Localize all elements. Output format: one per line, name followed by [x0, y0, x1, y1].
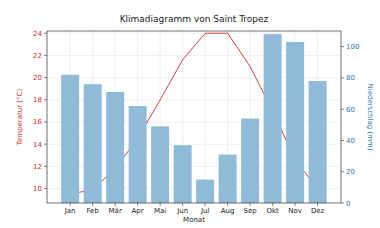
x-tick-label: Okt: [266, 207, 279, 215]
y-tick: [44, 55, 47, 56]
x-tick: [272, 203, 273, 206]
x-tick-label: Mai: [154, 207, 166, 215]
x-tick-label: Jun: [176, 207, 188, 215]
y2-tick: [341, 203, 344, 204]
y-tick-label: 22: [33, 52, 42, 60]
grid-line: [205, 31, 206, 203]
y-tick: [44, 77, 47, 78]
y2-axis-label: Niederschlag (mm): [366, 83, 374, 150]
precipitation-bar: [196, 180, 214, 203]
y-tick-label: 20: [33, 74, 42, 82]
y2-tick-label: 100: [346, 43, 359, 51]
y2-tick-label: 80: [346, 74, 355, 82]
y-tick: [44, 144, 47, 145]
x-tick-label: Jul: [200, 207, 210, 215]
precipitation-bar: [151, 126, 169, 203]
x-tick: [70, 203, 71, 206]
x-tick-label: Sep: [244, 207, 258, 215]
y-tick-label: 10: [33, 185, 42, 193]
chart: 10 12 14 16 18 20 22 24 0 20 40 60 80 100 Jan Feb Mär Apr…: [0, 0, 380, 228]
y2-tick-label: 20: [346, 168, 355, 176]
y2-tick-label: 40: [346, 137, 355, 145]
x-tick-label: Apr: [132, 207, 144, 215]
x-tick: [317, 203, 318, 206]
x-axis-label: Monat: [183, 216, 205, 224]
x-tick: [295, 203, 296, 206]
y-tick-label: 14: [33, 141, 42, 149]
precipitation-bar: [264, 34, 282, 203]
x-tick: [205, 203, 206, 206]
x-tick: [160, 203, 161, 206]
title: Klimadiagramm von Saint Tropez: [120, 14, 269, 24]
x-tick-label: Jan: [64, 207, 76, 215]
x-tick: [115, 203, 116, 206]
precipitation-bar: [309, 81, 327, 203]
x-tick: [250, 203, 251, 206]
y-axis-label: Temperatur (°C): [16, 89, 24, 147]
x-tick-label: Dez: [311, 207, 325, 215]
x-tick-label: Mär: [109, 207, 122, 215]
precipitation-bar: [219, 155, 237, 203]
x-tick-label: Aug: [221, 207, 235, 215]
y-tick-label: 12: [33, 163, 42, 171]
precipitation-bar: [174, 145, 192, 203]
y2-tick-label: 0: [346, 200, 350, 208]
precipitation-bar: [84, 84, 102, 203]
y2-tick: [341, 46, 344, 47]
x-tick: [227, 203, 228, 206]
y2-tick: [341, 140, 344, 141]
y-tick: [44, 188, 47, 189]
y-tick: [44, 99, 47, 100]
grid-line: [47, 33, 341, 34]
plot-area: [61, 33, 326, 203]
precipitation-bar: [286, 42, 304, 203]
x-tick: [92, 203, 93, 206]
y-tick: [44, 166, 47, 167]
x-tick-label: Feb: [86, 207, 99, 215]
precipitation-bar: [241, 119, 259, 203]
x-tick: [137, 203, 138, 206]
precipitation-bar: [129, 106, 147, 203]
y2-tick: [341, 109, 344, 110]
precipitation-bar: [61, 75, 79, 203]
x-tick: [182, 203, 183, 206]
plot-frame: [47, 31, 341, 203]
y2-tick: [341, 77, 344, 78]
x-tick-label: Nov: [288, 207, 302, 215]
y-tick-label: 16: [33, 118, 42, 126]
precipitation-bar: [106, 92, 124, 203]
y-tick: [44, 33, 47, 34]
y2-tick: [341, 171, 344, 172]
y-tick: [44, 121, 47, 122]
y-tick-label: 24: [33, 30, 42, 38]
y2-tick-label: 60: [346, 106, 355, 114]
y-tick-label: 18: [33, 96, 42, 104]
